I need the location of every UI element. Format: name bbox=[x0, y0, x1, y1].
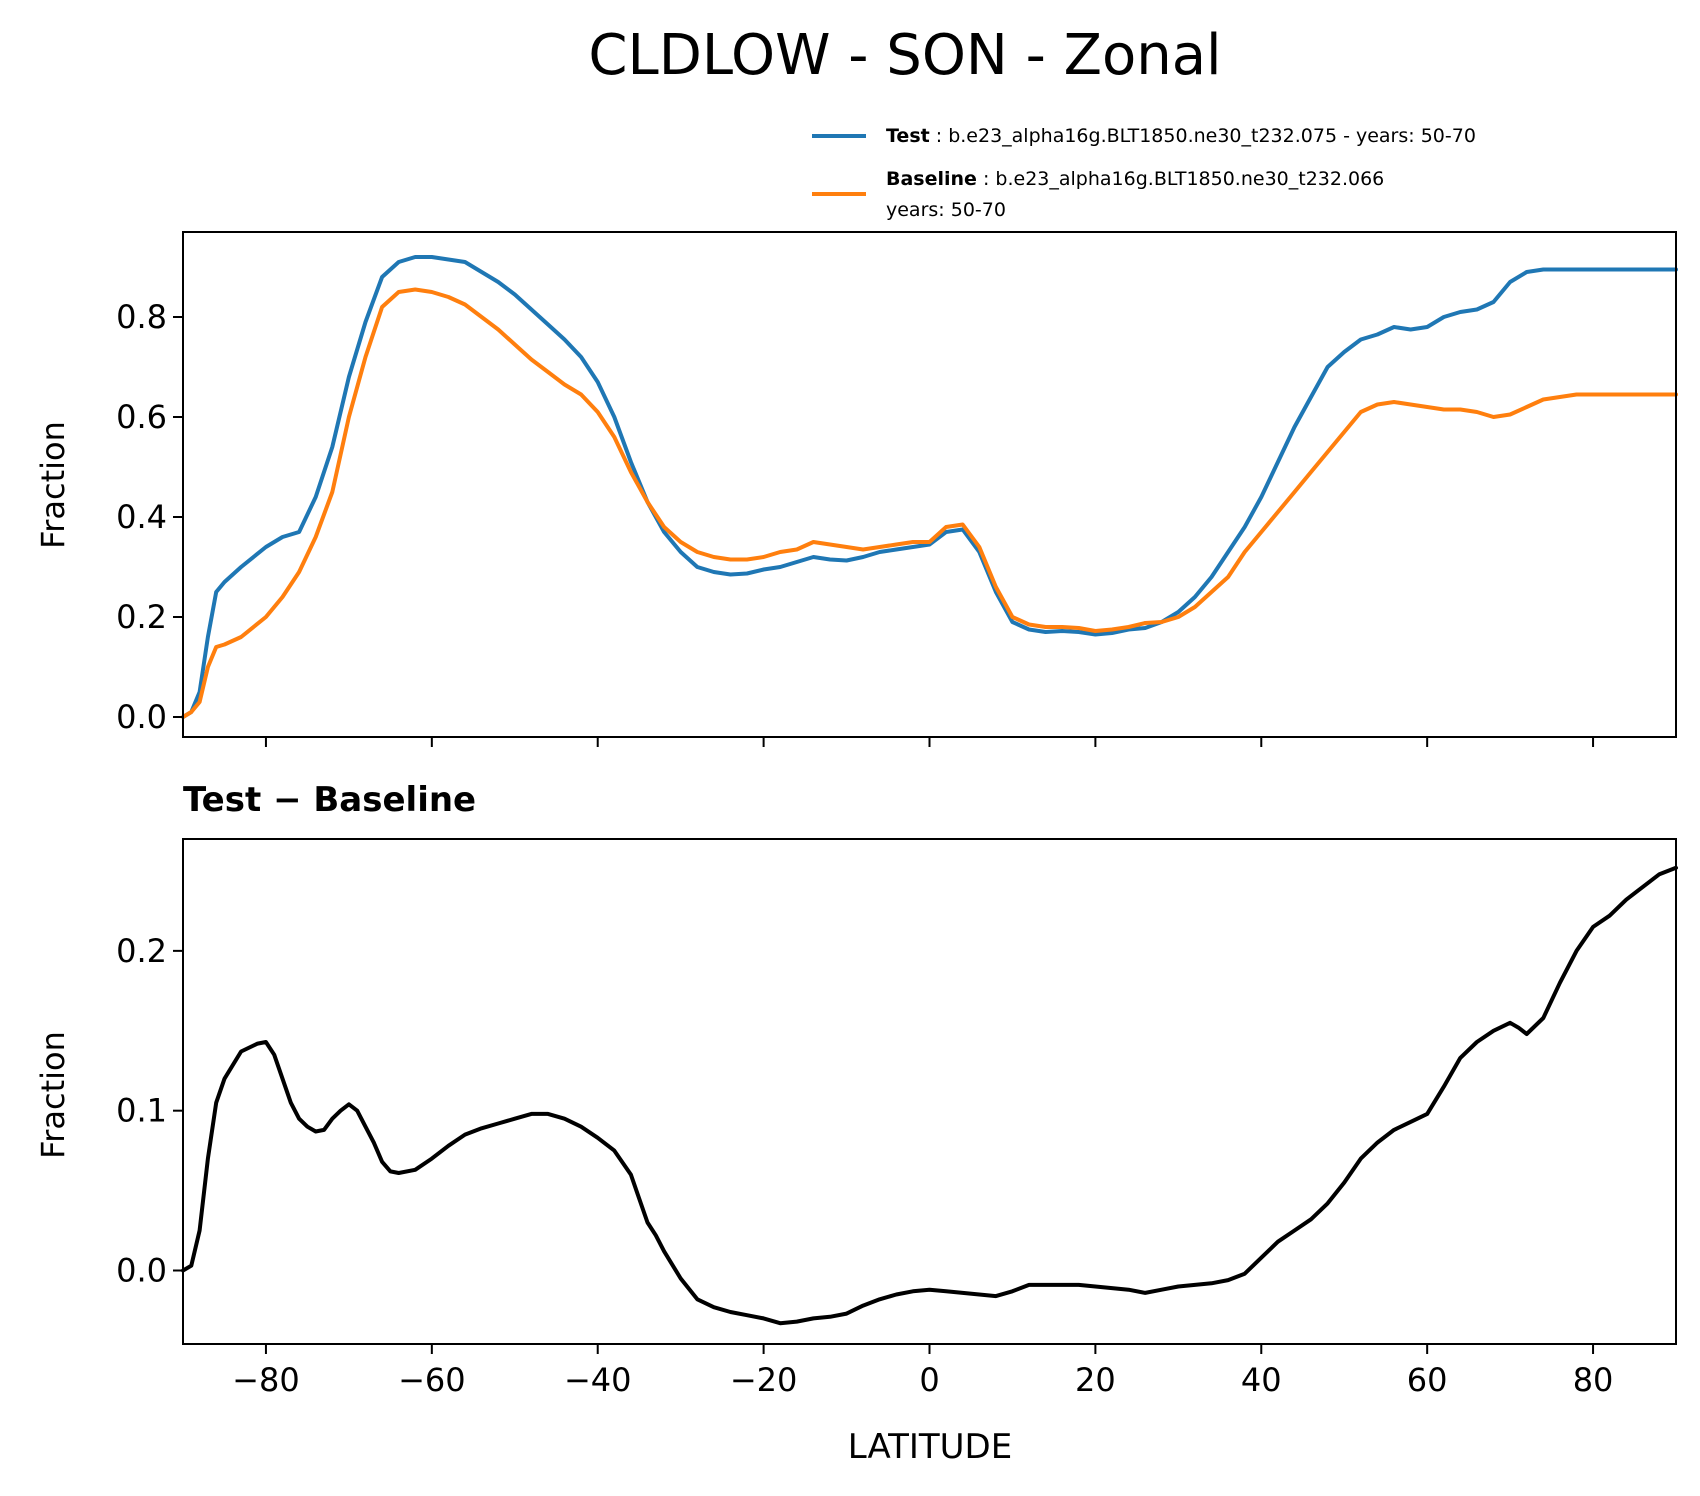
bottom-x-tick-label: −80 bbox=[232, 1361, 300, 1399]
bottom-panel: Test − Baseline 0.0 0.1 0.2 −80 −60 −40 −20 0 2… bbox=[34, 780, 1678, 1467]
bottom-series-line-test-baseline bbox=[181, 865, 1678, 1326]
bottom-y-axis-label: Fraction bbox=[34, 1031, 72, 1159]
figure-title: CLDLOW - SON - Zonal bbox=[588, 23, 1221, 88]
legend: Test : b.e23_alpha16g.BLT1850.ne30_t232.… bbox=[812, 125, 1476, 221]
legend-test-text: : b.e23_alpha16g.BLT1850.ne30_t232.075 -… bbox=[930, 125, 1476, 147]
bottom-y-ticks: 0.0 0.1 0.2 bbox=[116, 932, 183, 1289]
top-y-tick-label: 0.6 bbox=[116, 398, 167, 436]
top-y-tick-label: 0.0 bbox=[116, 698, 167, 736]
bottom-y-tick-label: 0.2 bbox=[116, 932, 167, 970]
legend-test-label: Test bbox=[886, 125, 930, 147]
legend-baseline-years: years: 50-70 bbox=[886, 199, 1006, 221]
x-axis-label: LATITUDE bbox=[848, 1427, 1012, 1467]
legend-baseline-text: : b.e23_alpha16g.BLT1850.ne30_t232.066 bbox=[977, 168, 1384, 190]
bottom-x-tick-label: 60 bbox=[1407, 1361, 1448, 1399]
top-y-tick-label: 0.8 bbox=[116, 298, 167, 336]
top-series-line-baseline bbox=[181, 287, 1678, 719]
top-y-axis-label: Fraction bbox=[34, 421, 72, 549]
top-series-line-test bbox=[181, 255, 1678, 719]
top-panel: 0.0 0.2 0.4 0.6 0.8 Fraction bbox=[34, 231, 1678, 747]
bottom-x-ticks: −80 −60 −40 −20 0 20 40 60 80 bbox=[232, 1344, 1613, 1399]
legend-baseline-label: Baseline bbox=[886, 168, 977, 190]
bottom-y-tick-label: 0.0 bbox=[116, 1251, 167, 1289]
bottom-series-layer bbox=[181, 865, 1678, 1326]
top-y-tick-label: 0.2 bbox=[116, 598, 167, 636]
legend-baseline-entry: Baseline : b.e23_alpha16g.BLT1850.ne30_t… bbox=[886, 168, 1384, 190]
bottom-y-tick-label: 0.1 bbox=[116, 1092, 167, 1130]
top-y-tick-label: 0.4 bbox=[116, 498, 167, 536]
top-x-ticks bbox=[264, 737, 1595, 747]
bottom-x-tick-label: 40 bbox=[1241, 1361, 1282, 1399]
bottom-x-tick-label: −40 bbox=[564, 1361, 632, 1399]
bottom-x-tick-label: −60 bbox=[398, 1361, 466, 1399]
legend-test-entry: Test : b.e23_alpha16g.BLT1850.ne30_t232.… bbox=[886, 125, 1476, 147]
bottom-panel-title: Test − Baseline bbox=[183, 780, 476, 820]
top-y-ticks: 0.0 0.2 0.4 0.6 0.8 bbox=[116, 298, 183, 736]
top-series-layer bbox=[181, 255, 1678, 719]
bottom-x-tick-label: 20 bbox=[1075, 1361, 1116, 1399]
bottom-x-tick-label: 0 bbox=[919, 1361, 939, 1399]
bottom-x-tick-label: −20 bbox=[730, 1361, 798, 1399]
bottom-x-tick-label: 80 bbox=[1573, 1361, 1614, 1399]
